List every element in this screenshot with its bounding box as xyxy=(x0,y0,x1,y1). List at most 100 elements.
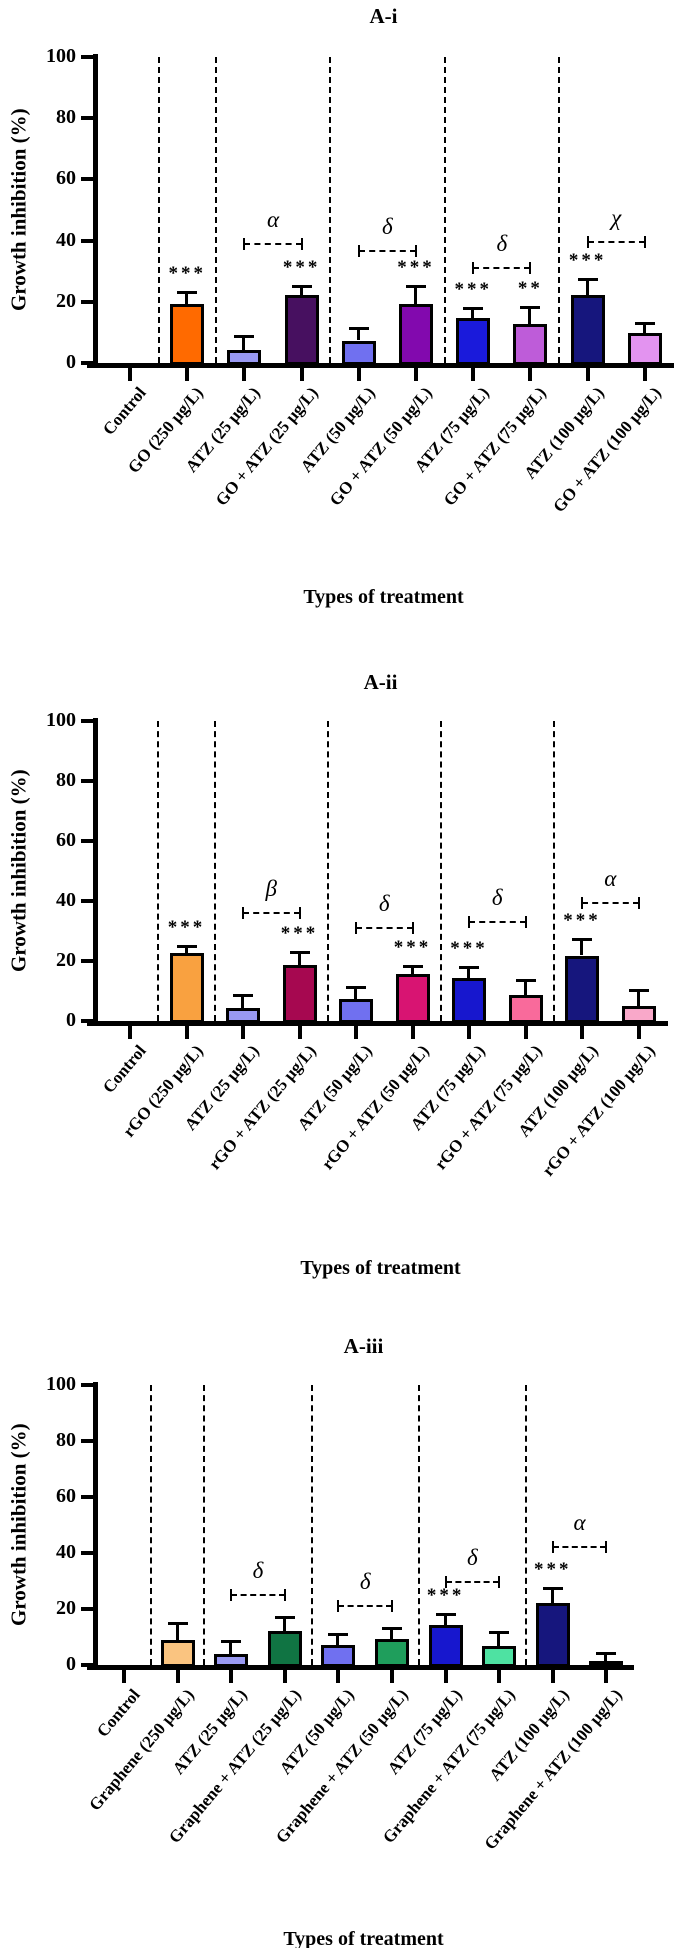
y-tick-label: 80 xyxy=(56,769,76,791)
error-bar-cap xyxy=(221,1639,242,1643)
significance-stars: *** xyxy=(426,1585,465,1607)
error-bar-stem xyxy=(642,323,646,333)
significance-stars: *** xyxy=(450,937,488,959)
error-bar-cap xyxy=(233,994,253,997)
x-axis-title: Types of treatment xyxy=(303,586,464,608)
bracket-end-cap xyxy=(357,245,360,258)
bar xyxy=(508,994,543,1023)
bracket-end-cap xyxy=(415,245,417,258)
error-bar-stem xyxy=(497,1633,501,1646)
comparison-bracket xyxy=(356,927,413,929)
x-tick xyxy=(128,368,132,381)
chart-title: A-iii xyxy=(343,1334,384,1358)
bracket-label: δ xyxy=(359,1569,371,1595)
error-bar-cap xyxy=(435,1613,456,1617)
chart-title: A-i xyxy=(369,4,398,28)
bar xyxy=(267,1630,302,1667)
bracket-end-cap xyxy=(581,896,583,909)
y-tick xyxy=(81,116,93,121)
error-bar-cap xyxy=(515,979,536,982)
error-bar-cap xyxy=(572,937,592,941)
error-bar-stem xyxy=(185,293,189,304)
group-separator xyxy=(203,1385,206,1665)
bracket-end-cap xyxy=(498,1576,501,1589)
y-tick-label: 0 xyxy=(66,1009,76,1031)
bracket-end-cap xyxy=(637,896,640,909)
error-bar-cap xyxy=(167,1621,188,1625)
x-tick xyxy=(354,1026,358,1039)
error-bar-stem xyxy=(580,939,583,956)
comparison-bracket xyxy=(582,901,639,904)
significance-stars: *** xyxy=(397,256,435,278)
x-tick xyxy=(175,1670,180,1683)
significance-stars: *** xyxy=(168,263,206,285)
x-tick xyxy=(282,1670,287,1683)
bracket-end-cap xyxy=(524,916,527,928)
x-axis xyxy=(87,363,674,368)
y-tick-label: 100 xyxy=(46,45,76,67)
x-axis xyxy=(87,1665,634,1670)
error-bar-stem xyxy=(585,279,589,296)
group-separator xyxy=(214,57,217,363)
bracket-label: α xyxy=(573,1510,586,1536)
y-tick-label: 80 xyxy=(56,106,76,129)
y-tick xyxy=(81,55,93,59)
x-tick xyxy=(443,1670,448,1683)
y-tick xyxy=(81,1019,93,1023)
bar xyxy=(284,294,319,365)
significance-stars: *** xyxy=(282,256,321,278)
error-bar-stem xyxy=(184,947,188,954)
y-tick xyxy=(81,899,93,903)
plot-area: β δ δ α *** *** *** *** *** 0 20 40 60 80 100 Control rG… xyxy=(0,650,685,1300)
error-bar-stem xyxy=(297,952,301,965)
error-bar-stem xyxy=(636,990,640,1006)
group-separator xyxy=(439,721,442,1021)
x-tick xyxy=(184,1026,189,1039)
y-tick-label: 60 xyxy=(56,829,76,851)
error-bar-cap xyxy=(291,284,312,288)
x-tick xyxy=(414,368,418,381)
y-tick-label: 60 xyxy=(56,1485,76,1507)
error-bar-cap xyxy=(596,1652,617,1656)
x-tick xyxy=(297,1026,302,1039)
plot-area: δ δ δ α *** *** 0 20 40 60 80 100 Control Graphene (2… xyxy=(0,1300,685,1948)
bracket-label: δ xyxy=(467,1545,478,1571)
x-tick xyxy=(528,368,533,381)
error-bar-cap xyxy=(406,284,426,288)
error-bar-stem xyxy=(390,1629,393,1639)
comparison-bracket xyxy=(552,1546,607,1549)
y-tick xyxy=(81,959,93,963)
error-bar-cap xyxy=(520,306,541,310)
x-tick xyxy=(467,1026,471,1039)
error-bar-cap xyxy=(274,1616,295,1619)
y-tick-label: 80 xyxy=(56,1429,76,1451)
bar xyxy=(627,332,662,365)
bracket-end-cap xyxy=(605,1541,608,1554)
bracket-label: α xyxy=(266,206,280,232)
bar xyxy=(428,1625,463,1667)
error-bar-cap xyxy=(459,965,479,969)
error-bar-cap xyxy=(176,945,197,949)
error-bar-stem xyxy=(336,1634,340,1645)
bracket-end-cap xyxy=(472,262,475,275)
bar xyxy=(399,304,433,365)
bracket-end-cap xyxy=(242,907,244,919)
chart-panel-a-iii: A-iii Growth inhibition (%) δ δ δ α *** *** 0 2… xyxy=(0,1300,685,1948)
y-tick xyxy=(81,839,93,843)
error-bar-cap xyxy=(628,988,649,992)
y-tick-label: 40 xyxy=(56,228,76,251)
bar xyxy=(160,1640,195,1667)
x-tick xyxy=(122,1670,126,1683)
bar xyxy=(339,999,373,1023)
error-bar-cap xyxy=(328,1632,349,1636)
bracket-label: α xyxy=(604,865,617,891)
error-bar-cap xyxy=(489,1631,510,1635)
x-tick xyxy=(642,368,647,381)
bar xyxy=(321,1644,356,1667)
y-tick-label: 100 xyxy=(46,709,76,731)
bar xyxy=(456,318,491,365)
significance-stars: ** xyxy=(517,278,543,300)
bracket-end-cap xyxy=(444,1576,447,1589)
error-bar-cap xyxy=(289,950,310,954)
y-tick-label: 40 xyxy=(56,889,76,911)
